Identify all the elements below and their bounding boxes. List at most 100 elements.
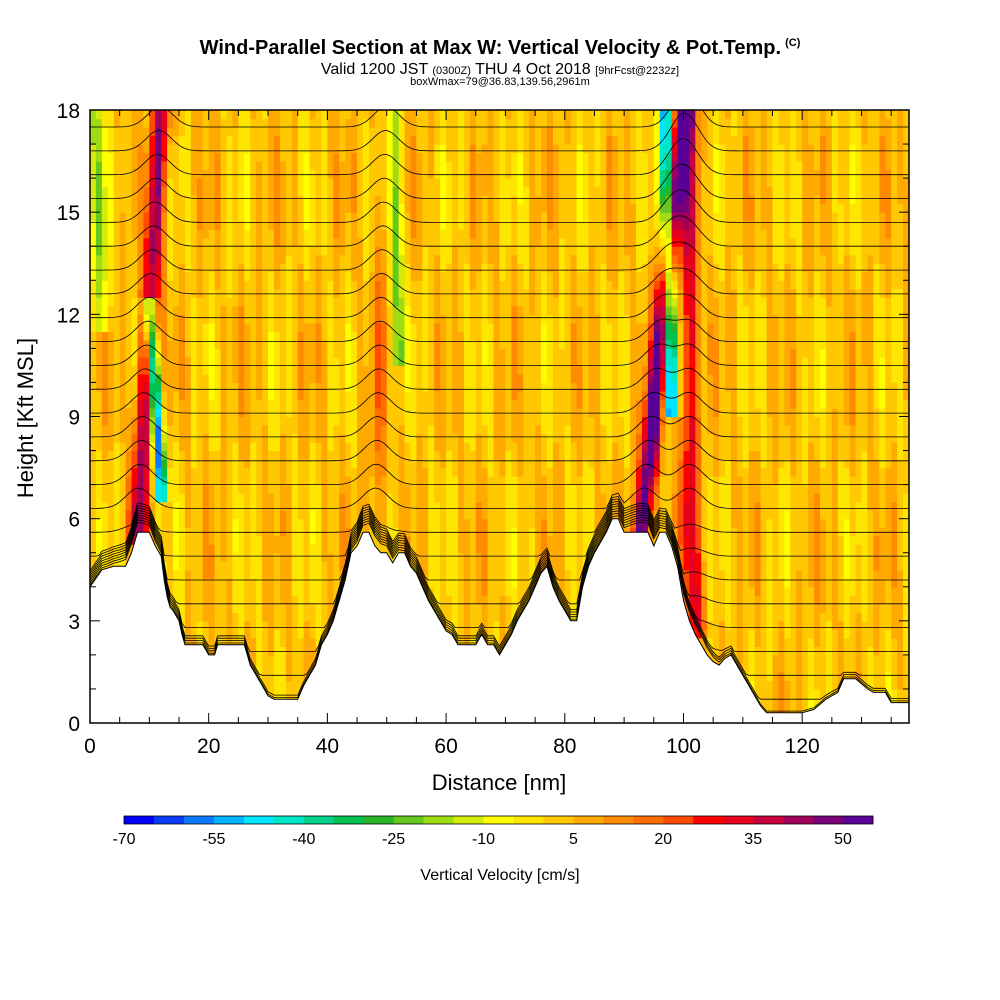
velocity-cell	[428, 544, 435, 554]
velocity-cell	[309, 535, 317, 545]
velocity-cell	[469, 467, 477, 477]
velocity-cell	[119, 305, 127, 315]
velocity-cell	[268, 322, 275, 332]
velocity-cell	[463, 433, 471, 443]
velocity-cell	[434, 552, 441, 562]
velocity-cell	[428, 186, 435, 196]
velocity-cell	[149, 297, 156, 307]
velocity-cell	[179, 135, 186, 145]
velocity-cell	[374, 459, 382, 469]
velocity-cell	[232, 425, 239, 435]
velocity-cell	[493, 212, 501, 222]
velocity-cell	[475, 220, 483, 230]
velocity-cell	[273, 365, 281, 375]
velocity-cell	[315, 348, 323, 358]
velocity-cell	[125, 322, 133, 332]
velocity-cell	[333, 220, 340, 230]
velocity-cell	[339, 212, 346, 222]
velocity-cell	[333, 127, 340, 137]
velocity-cell	[434, 288, 441, 298]
velocity-cell	[363, 297, 370, 307]
velocity-cell	[214, 510, 222, 520]
velocity-cell	[232, 203, 239, 213]
velocity-cell	[469, 288, 477, 298]
velocity-cell	[190, 484, 198, 494]
velocity-cell	[339, 373, 346, 384]
velocity-cell	[327, 127, 334, 137]
velocity-cell	[309, 425, 317, 435]
velocity-cell	[457, 297, 465, 307]
velocity-cell	[315, 459, 323, 469]
velocity-cell	[226, 510, 234, 520]
velocity-cell	[452, 416, 459, 426]
velocity-cell	[155, 178, 162, 188]
velocity-cell	[179, 373, 186, 384]
velocity-cell	[125, 195, 133, 205]
velocity-cell	[363, 110, 370, 120]
velocity-cell	[446, 544, 453, 554]
velocity-cell	[493, 518, 501, 528]
velocity-cell	[179, 552, 186, 562]
velocity-cell	[297, 459, 305, 469]
velocity-cell	[422, 110, 429, 120]
velocity-cell	[339, 442, 346, 452]
velocity-cell	[101, 501, 109, 511]
velocity-cell	[410, 152, 418, 162]
velocity-cell	[374, 373, 382, 384]
velocity-cell	[273, 433, 281, 443]
velocity-cell	[404, 178, 412, 188]
velocity-cell	[386, 280, 394, 290]
velocity-cell	[262, 246, 269, 256]
velocity-cell	[416, 297, 423, 307]
velocity-cell	[119, 271, 127, 281]
velocity-cell	[469, 603, 477, 613]
velocity-cell	[422, 127, 429, 137]
velocity-cell	[368, 322, 376, 332]
velocity-cell	[428, 356, 435, 367]
velocity-cell	[220, 595, 228, 605]
velocity-cell	[202, 152, 210, 162]
velocity-cell	[143, 144, 150, 154]
velocity-cell	[333, 569, 340, 579]
velocity-cell	[297, 178, 305, 188]
velocity-cell	[309, 263, 317, 273]
velocity-cell	[279, 442, 287, 452]
velocity-cell	[363, 118, 370, 128]
velocity-cell	[179, 263, 186, 273]
velocity-cell	[95, 169, 103, 179]
velocity-cell	[131, 288, 139, 298]
velocity-cell	[446, 305, 453, 315]
velocity-cell	[273, 220, 281, 230]
velocity-cell	[380, 118, 388, 128]
velocity-cell	[244, 373, 251, 384]
velocity-cell	[452, 305, 459, 315]
velocity-cell	[309, 467, 317, 477]
velocity-cell	[475, 373, 483, 384]
velocity-cell	[386, 229, 394, 239]
velocity-cell	[268, 467, 275, 477]
velocity-cell	[428, 212, 435, 222]
velocity-cell	[303, 552, 311, 562]
velocity-cell	[268, 544, 275, 554]
velocity-cell	[220, 527, 228, 537]
velocity-cell	[481, 203, 489, 213]
velocity-cell	[113, 407, 121, 418]
velocity-cell	[285, 493, 293, 503]
velocity-cell	[339, 254, 346, 264]
velocity-cell	[95, 135, 103, 145]
velocity-cell	[143, 297, 150, 307]
velocity-cell	[291, 203, 299, 213]
velocity-cell	[285, 612, 293, 622]
velocity-cell	[285, 331, 293, 341]
velocity-cell	[184, 110, 192, 120]
velocity-cell	[149, 322, 156, 332]
velocity-cell	[268, 646, 275, 656]
velocity-cell	[428, 178, 435, 188]
velocity-cell	[208, 186, 216, 196]
velocity-cell	[208, 637, 216, 647]
velocity-cell	[410, 442, 418, 452]
velocity-cell	[452, 476, 459, 486]
velocity-cell	[475, 399, 483, 409]
velocity-cell	[416, 348, 423, 358]
velocity-cell	[273, 407, 281, 418]
